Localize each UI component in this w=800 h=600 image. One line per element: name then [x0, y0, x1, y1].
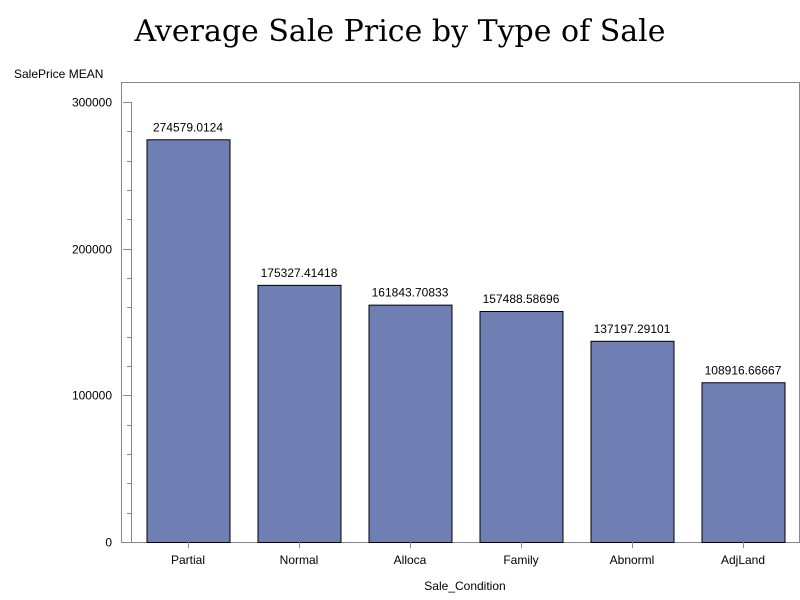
- bar-abnorml: [590, 340, 675, 543]
- x-tick-label: Alloca: [394, 553, 427, 567]
- bar-partial: [146, 139, 231, 543]
- y-tick-label: 0: [105, 536, 112, 550]
- x-tick-label: Normal: [280, 553, 319, 567]
- bar-family: [479, 311, 564, 544]
- bar-value-label: 175327.41418: [261, 266, 338, 280]
- bar-value-label: 274579.0124: [153, 120, 223, 134]
- bars: 274579.0124 175327.41418 161843.70833 15748…: [146, 120, 786, 544]
- bar-value-label: 157488.58696: [483, 292, 560, 306]
- y-axis-label: SalePrice MEAN: [14, 67, 104, 81]
- x-tick-label: Abnorml: [610, 553, 655, 567]
- bar-alloca: [368, 304, 453, 544]
- x-tick-label: Family: [503, 553, 538, 567]
- y-axis: 0 100000 200000 300000: [72, 96, 132, 550]
- y-tick-label: 100000: [72, 389, 112, 403]
- y-tick-label: 200000: [72, 243, 112, 257]
- x-tick-label: Partial: [171, 553, 205, 567]
- x-axis: Partial Normal Alloca Family Abnorml AdjLand: [171, 542, 765, 567]
- y-tick-label: 300000: [72, 96, 112, 110]
- x-axis-label: Sale_Condition: [424, 579, 505, 593]
- bar-value-label: 137197.29101: [594, 322, 671, 336]
- chart-title: Average Sale Price by Type of Sale: [134, 14, 666, 49]
- bar-adjland: [701, 382, 786, 543]
- bar-value-label: 161843.70833: [372, 286, 449, 300]
- bar-normal: [257, 284, 342, 543]
- bar-value-label: 108916.66667: [705, 363, 782, 377]
- x-tick-label: AdjLand: [721, 553, 765, 567]
